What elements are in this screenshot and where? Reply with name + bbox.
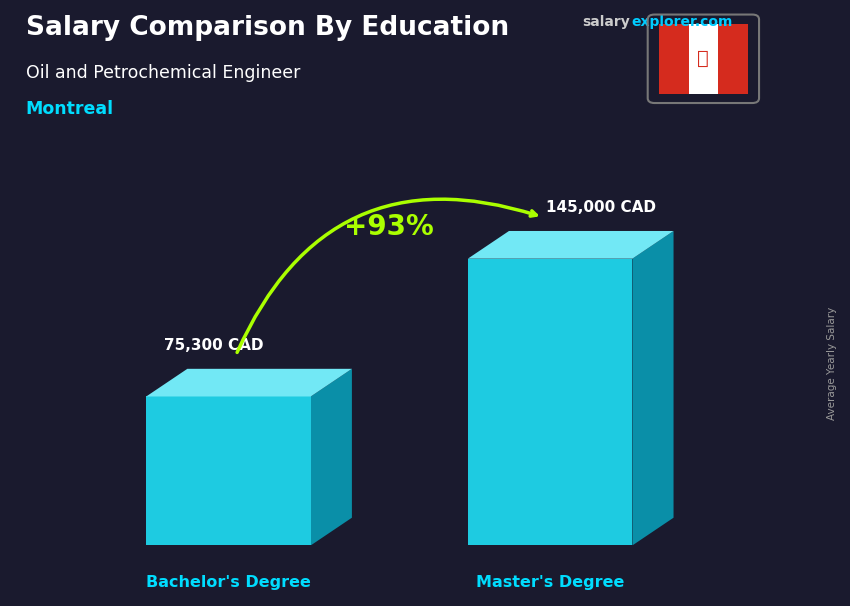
Text: 🍁: 🍁 <box>698 49 709 68</box>
Text: Montreal: Montreal <box>26 100 114 118</box>
Polygon shape <box>632 231 673 545</box>
Polygon shape <box>718 24 748 94</box>
Text: 75,300 CAD: 75,300 CAD <box>164 338 264 353</box>
Text: Master's Degree: Master's Degree <box>476 575 624 590</box>
Polygon shape <box>468 259 632 545</box>
Text: 145,000 CAD: 145,000 CAD <box>546 200 655 215</box>
Polygon shape <box>659 24 688 94</box>
Polygon shape <box>688 24 718 94</box>
Text: explorer.com: explorer.com <box>632 15 733 29</box>
Polygon shape <box>311 369 352 545</box>
Text: +93%: +93% <box>344 213 434 241</box>
Text: Salary Comparison By Education: Salary Comparison By Education <box>26 15 508 41</box>
Polygon shape <box>146 396 311 545</box>
Text: Bachelor's Degree: Bachelor's Degree <box>146 575 311 590</box>
Polygon shape <box>468 231 673 259</box>
Text: Oil and Petrochemical Engineer: Oil and Petrochemical Engineer <box>26 64 300 82</box>
Text: salary: salary <box>582 15 630 29</box>
Text: Average Yearly Salary: Average Yearly Salary <box>827 307 837 420</box>
Polygon shape <box>146 369 352 396</box>
